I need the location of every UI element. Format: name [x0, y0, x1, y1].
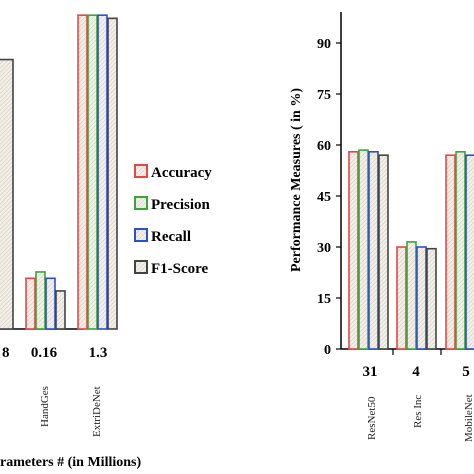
- right-category-label-0: ResNet50: [366, 396, 378, 440]
- legend-swatch-recall: [134, 228, 148, 242]
- left-bar-accuracy-0: [25, 277, 36, 330]
- right-bar-f1-score-1: [426, 247, 437, 350]
- right-bars: [348, 149, 474, 355]
- left-bar-recall-1: [97, 14, 108, 330]
- left-bars: [0, 14, 118, 330]
- right-bar-f1-score-0: [378, 154, 389, 350]
- left-x-axis-label: rameters # (in Millions): [0, 455, 141, 470]
- left-param-label-1: 1.3: [89, 345, 108, 361]
- legend-label-recall: Recall: [151, 229, 191, 245]
- legend-label-f1-score: F1-Score: [151, 261, 209, 277]
- right-y-ticks: 0 15 30 45 60 75 90: [317, 37, 341, 358]
- right-param-label-2: 5: [462, 364, 470, 380]
- right-y-tick-label: 75: [317, 88, 331, 103]
- right-y-tick-label: 90: [317, 37, 331, 52]
- right-bar-precision-1: [406, 241, 417, 350]
- right-bar-precision-2: [455, 151, 466, 350]
- right-bar-accuracy-1: [396, 246, 407, 350]
- left-param-label-0: 0.16: [31, 345, 58, 361]
- left-bar-f1-score-partial: [0, 58, 14, 330]
- right-category-label-1: Res Inc: [412, 395, 424, 428]
- right-y-tick-label: 60: [317, 139, 331, 154]
- right-bar-recall-0: [368, 151, 379, 350]
- right-y-tick-label: 45: [317, 190, 331, 205]
- right-bar-recall-1: [416, 246, 427, 350]
- right-bar-accuracy-2: [445, 154, 456, 350]
- left-bar-f1-score-1: [107, 17, 118, 330]
- right-bar-precision-0: [358, 149, 369, 350]
- legend-label-accuracy: Accuracy: [151, 165, 212, 181]
- left-partial-param-label: 8: [2, 345, 10, 361]
- left-category-label-0: HandGes: [39, 386, 51, 427]
- left-chart: 8 0.16 1.3 HandGes ExtriDeNet rameters #…: [0, 14, 141, 470]
- legend-swatch-f1-score: [134, 260, 148, 274]
- right-bar-accuracy-0: [348, 151, 359, 350]
- right-bar-recall-2: [465, 154, 474, 350]
- right-y-tick-label: 15: [317, 292, 331, 307]
- left-bar-precision-0: [35, 271, 46, 330]
- left-bar-precision-1: [87, 14, 98, 330]
- left-bar-recall-0: [45, 277, 56, 330]
- right-y-tick-label: 30: [317, 241, 331, 256]
- right-y-axis-label: Performance Measures ( in %): [289, 88, 304, 272]
- left-category-label-1: ExtriDeNet: [91, 386, 103, 437]
- legend-swatch-precision: [134, 196, 148, 210]
- right-param-label-1: 4: [412, 364, 420, 380]
- right-category-label-2: MobileNet: [463, 394, 474, 442]
- legend-label-precision: Precision: [151, 197, 211, 213]
- left-bar-f1-score-0: [55, 290, 66, 330]
- right-param-label-0: 31: [363, 364, 378, 380]
- legend-swatch-accuracy: [134, 164, 148, 178]
- left-bar-accuracy-1: [77, 14, 88, 330]
- legend: Accuracy Precision Recall F1-Score: [134, 164, 212, 277]
- right-y-tick-label: 0: [324, 343, 331, 358]
